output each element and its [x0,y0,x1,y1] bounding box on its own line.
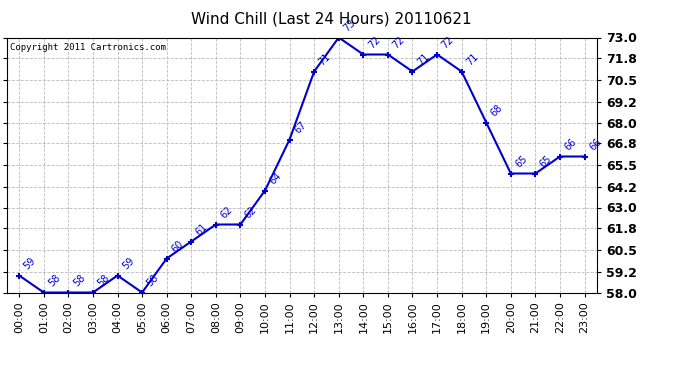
Text: 58: 58 [96,273,112,288]
Text: Copyright 2011 Cartronics.com: Copyright 2011 Cartronics.com [10,43,166,52]
Text: 65: 65 [538,153,554,170]
Text: 66: 66 [563,136,578,152]
Text: 60: 60 [170,238,185,254]
Text: 71: 71 [317,51,333,68]
Text: 65: 65 [513,153,529,170]
Text: 58: 58 [145,273,161,288]
Text: 68: 68 [489,103,505,118]
Text: 71: 71 [415,51,431,68]
Text: 58: 58 [71,273,87,288]
Text: 64: 64 [268,171,284,186]
Text: 72: 72 [391,34,406,50]
Text: 73: 73 [342,18,357,33]
Text: 58: 58 [46,273,62,288]
Text: 72: 72 [366,34,382,50]
Text: 59: 59 [22,255,38,272]
Text: 62: 62 [219,204,235,220]
Text: Wind Chill (Last 24 Hours) 20110621: Wind Chill (Last 24 Hours) 20110621 [191,11,471,26]
Text: 66: 66 [587,136,603,152]
Text: 72: 72 [440,34,456,50]
Text: 71: 71 [464,51,480,68]
Text: 61: 61 [194,222,210,237]
Text: 67: 67 [293,120,308,135]
Text: 62: 62 [243,204,259,220]
Text: 59: 59 [120,255,136,272]
